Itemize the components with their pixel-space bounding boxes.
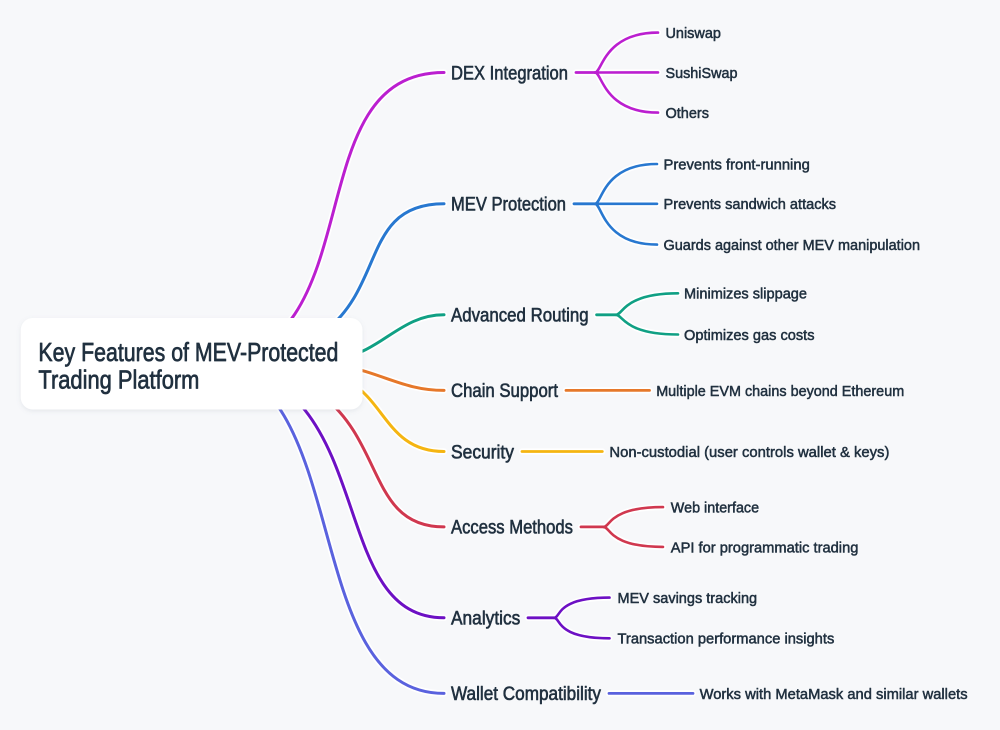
svg-text:Others: Others	[666, 105, 710, 122]
svg-text:DEX Integration: DEX Integration	[451, 63, 568, 84]
svg-text:Works with MetaMask and simila: Works with MetaMask and similar wallets	[700, 686, 968, 703]
svg-text:Optimizes gas costs: Optimizes gas costs	[684, 327, 815, 344]
svg-text:Web interface: Web interface	[671, 500, 759, 517]
svg-text:MEV savings tracking: MEV savings tracking	[618, 590, 758, 607]
svg-text:Wallet Compatibility: Wallet Compatibility	[451, 684, 601, 705]
svg-text:Minimizes slippage: Minimizes slippage	[684, 286, 807, 303]
svg-text:MEV Protection: MEV Protection	[451, 195, 566, 216]
svg-text:API for programmatic trading: API for programmatic trading	[671, 539, 859, 556]
svg-text:SushiSwap: SushiSwap	[666, 65, 738, 82]
svg-text:Transaction performance insigh: Transaction performance insights	[618, 631, 835, 648]
svg-text:Security: Security	[451, 442, 514, 463]
svg-text:Trading Platform: Trading Platform	[38, 365, 199, 395]
svg-text:Guards against other MEV manip: Guards against other MEV manipulation	[664, 237, 921, 254]
svg-text:Key Features of MEV-Protected: Key Features of MEV-Protected	[38, 337, 338, 367]
svg-text:Non-custodial (user controls w: Non-custodial (user controls wallet & ke…	[609, 444, 889, 461]
svg-text:Prevents front-running: Prevents front-running	[664, 156, 810, 173]
svg-text:Advanced Routing: Advanced Routing	[451, 306, 589, 327]
svg-text:Prevents sandwich attacks: Prevents sandwich attacks	[664, 196, 837, 213]
svg-text:Access Methods: Access Methods	[451, 518, 573, 539]
svg-text:Multiple EVM chains beyond Eth: Multiple EVM chains beyond Ethereum	[656, 383, 904, 400]
svg-text:Chain Support: Chain Support	[451, 381, 559, 402]
svg-text:Analytics: Analytics	[451, 609, 520, 630]
svg-text:Uniswap: Uniswap	[666, 25, 721, 42]
